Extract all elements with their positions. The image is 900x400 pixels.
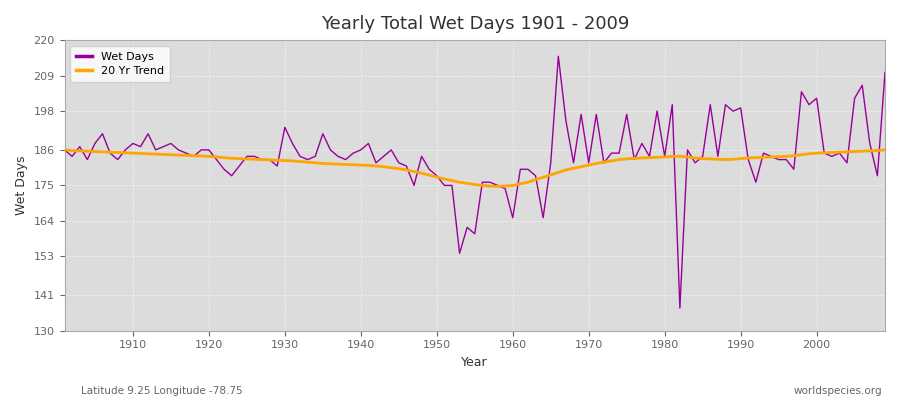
Text: Latitude 9.25 Longitude -78.75: Latitude 9.25 Longitude -78.75 — [81, 386, 243, 396]
20 Yr Trend — [606, 158, 616, 163]
X-axis label: Year: Year — [462, 356, 488, 369]
Wet Days — [333, 154, 344, 159]
Wet Days — [606, 151, 616, 156]
20 Yr Trend — [879, 148, 890, 152]
Y-axis label: Wet Days: Wet Days — [15, 156, 28, 215]
Wet Days — [500, 186, 510, 191]
Wet Days — [508, 215, 518, 220]
Wet Days — [553, 54, 563, 59]
Wet Days — [879, 70, 890, 75]
20 Yr Trend — [508, 183, 518, 188]
Title: Yearly Total Wet Days 1901 - 2009: Yearly Total Wet Days 1901 - 2009 — [320, 15, 629, 33]
20 Yr Trend — [492, 184, 503, 189]
20 Yr Trend — [59, 148, 70, 152]
Text: worldspecies.org: worldspecies.org — [794, 386, 882, 396]
20 Yr Trend — [515, 182, 526, 186]
Wet Days — [287, 141, 298, 146]
Legend: Wet Days, 20 Yr Trend: Wet Days, 20 Yr Trend — [70, 46, 170, 82]
Line: Wet Days: Wet Days — [65, 56, 885, 308]
20 Yr Trend — [120, 150, 130, 155]
20 Yr Trend — [287, 158, 298, 163]
Wet Days — [674, 306, 685, 310]
Wet Days — [59, 148, 70, 152]
20 Yr Trend — [333, 162, 344, 166]
Line: 20 Yr Trend: 20 Yr Trend — [65, 150, 885, 186]
Wet Days — [120, 148, 130, 152]
